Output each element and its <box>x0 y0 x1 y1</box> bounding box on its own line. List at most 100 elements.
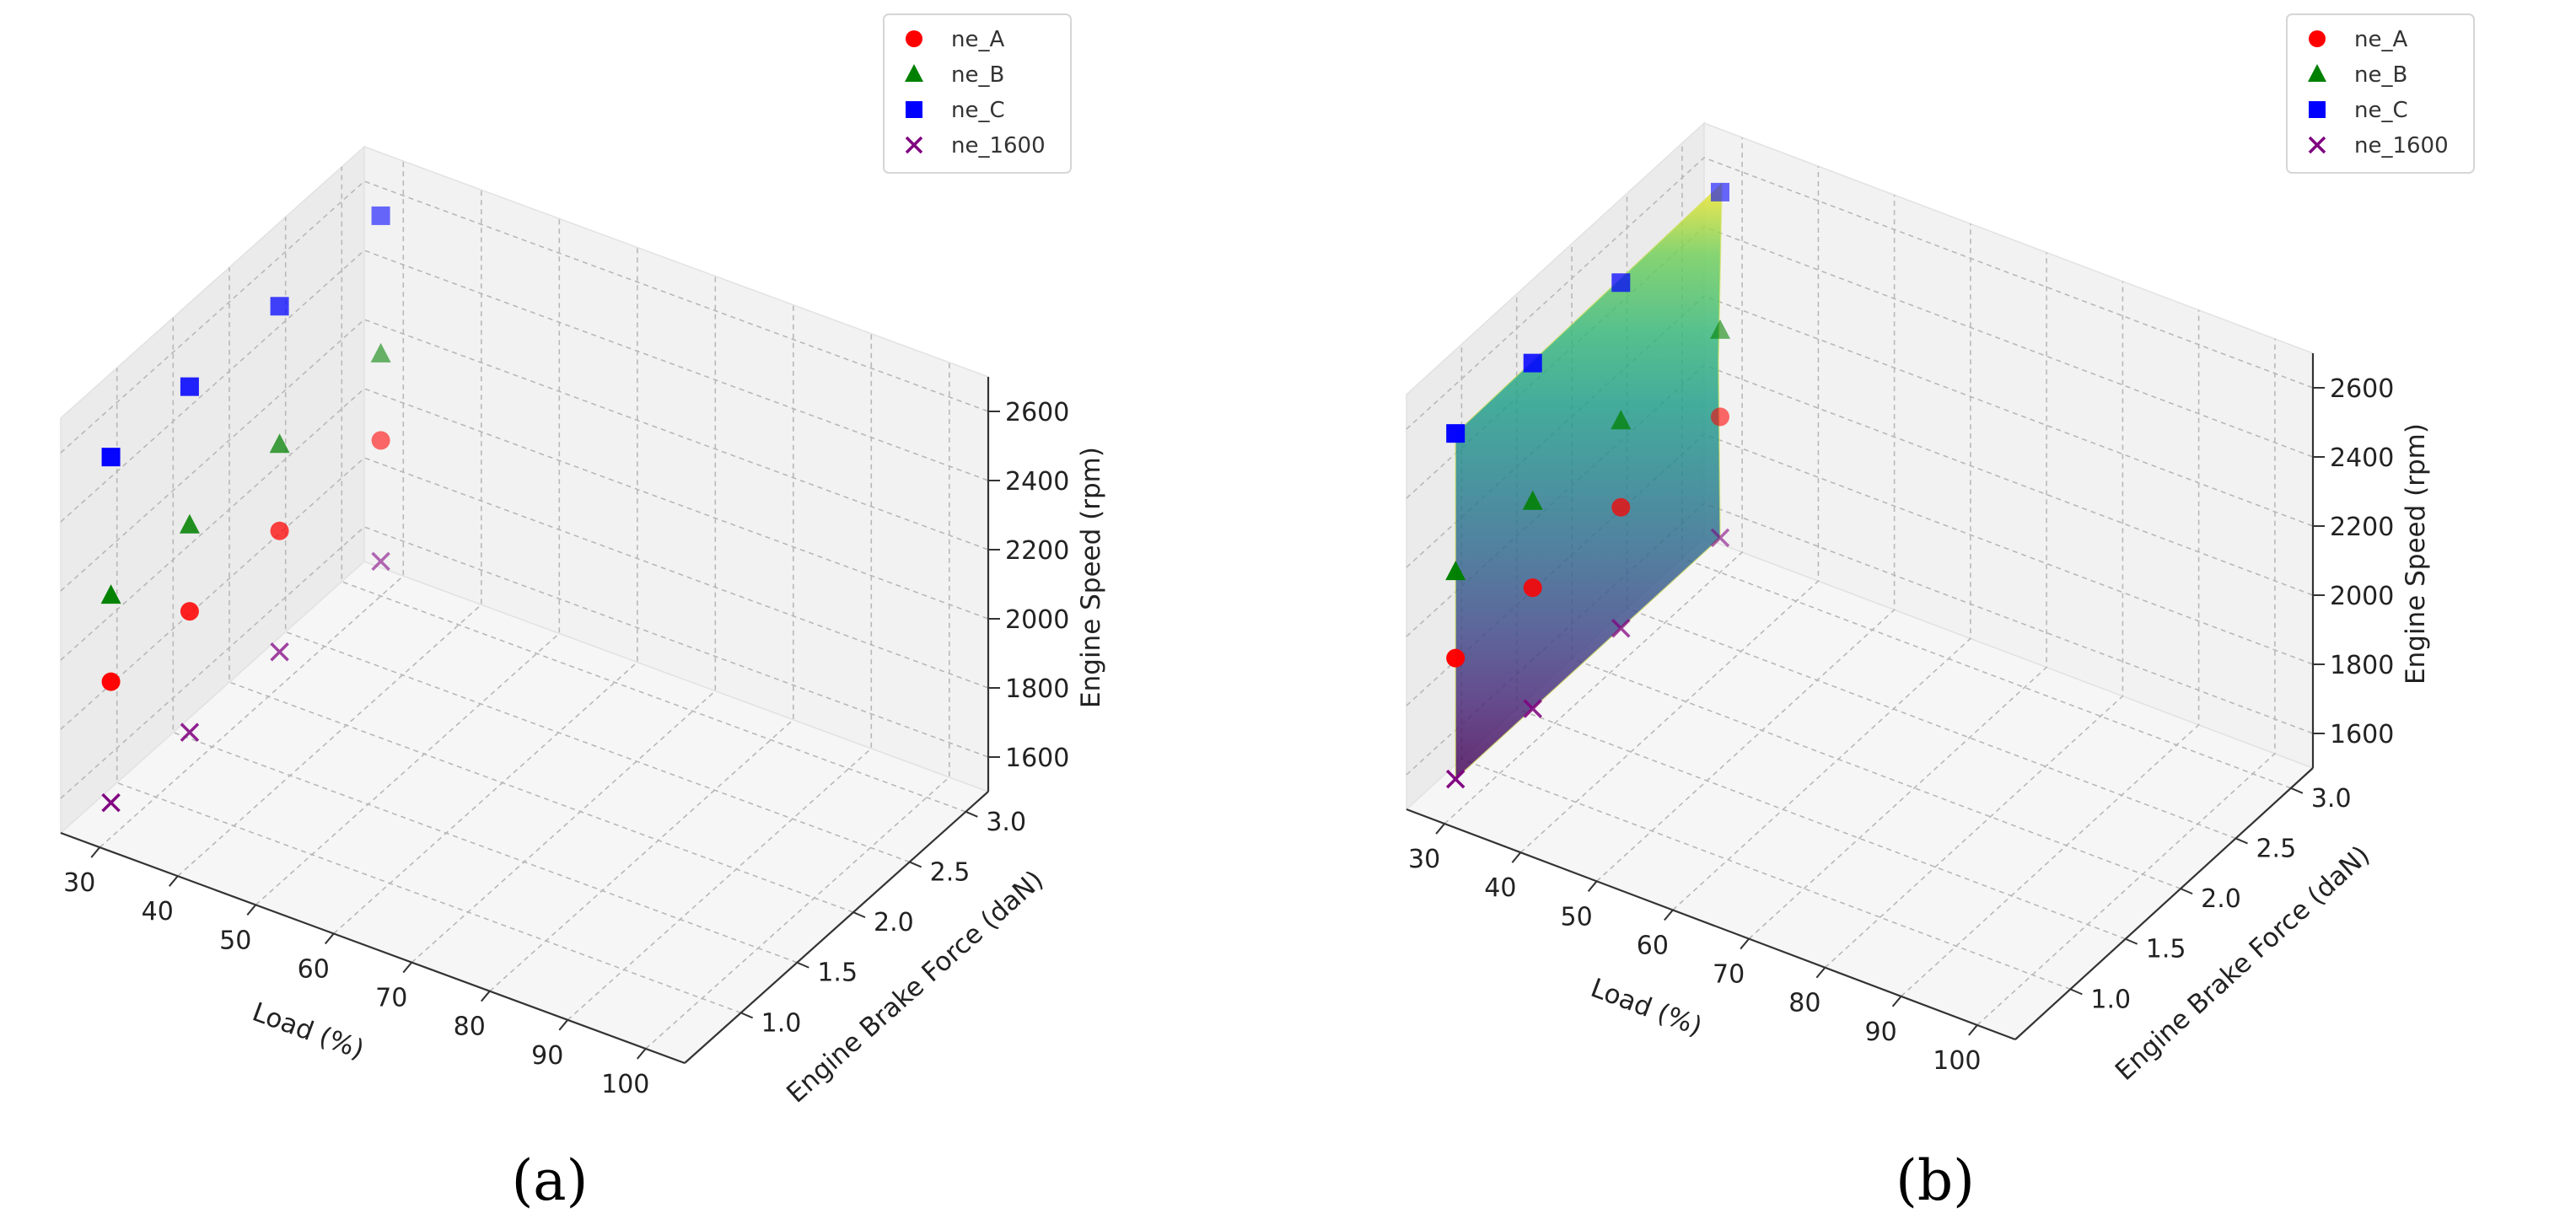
x-tick-label: 90 <box>531 1041 563 1071</box>
x-tick-label: 60 <box>298 954 330 984</box>
ne_A-point <box>1710 407 1729 427</box>
ne_B-point <box>1445 561 1466 581</box>
ne_B-point <box>1522 490 1543 510</box>
z-tick-label: 2600 <box>1005 398 1069 427</box>
x-tick-label: 50 <box>219 926 251 955</box>
y-axis-line <box>684 791 989 1064</box>
x-tick-label: 90 <box>1865 1018 1897 1047</box>
z-tick-label: 2200 <box>1005 536 1069 566</box>
ne_1600-point <box>180 722 200 742</box>
ne_C-point <box>180 377 199 396</box>
x-axis-line <box>60 831 686 1065</box>
ne_1600-point <box>371 551 390 572</box>
x-tick-label: 70 <box>375 984 407 1013</box>
x-tick-label: 40 <box>142 897 174 927</box>
legend-entry: ne_C <box>2354 98 2408 123</box>
z-tick-label: 2400 <box>2330 443 2394 473</box>
legend-marker <box>2309 30 2326 47</box>
ne_B-point <box>370 342 391 363</box>
ne_B-point <box>1710 319 1730 339</box>
ne_A-point <box>270 521 289 540</box>
legend-entry: ne_B <box>2354 62 2407 88</box>
y-tick-label: 3.0 <box>2311 784 2352 814</box>
x-tick-label: 30 <box>63 868 95 898</box>
z-tick-label: 2600 <box>2330 374 2394 404</box>
x-axis-title: Load (%) <box>249 996 368 1065</box>
legend-entry: ne_A <box>951 27 1004 52</box>
ne_A-point <box>101 672 121 691</box>
ne_C-point <box>270 297 289 316</box>
z-tick-label: 1800 <box>1005 674 1069 704</box>
panel-b-label: (b) <box>1896 1148 1975 1213</box>
x-axis-line <box>1406 808 2016 1041</box>
z-tick-label: 1800 <box>2330 651 2394 680</box>
ne_A-point <box>371 431 390 450</box>
y-tick-label: 1.5 <box>2146 935 2186 964</box>
grid-lines <box>60 161 989 1050</box>
legend-entry: ne_1600 <box>951 133 1046 158</box>
ne_1600-point <box>101 792 121 813</box>
legend-entry: ne_A <box>2354 27 2407 52</box>
y-tick-label: 2.5 <box>930 857 971 887</box>
ne_C-point <box>1611 273 1631 293</box>
ne_1600-point <box>1611 619 1631 638</box>
x-tick-label: 60 <box>1637 931 1669 960</box>
legend-entry: ne_1600 <box>2354 133 2449 158</box>
panel-b-plot: 30 40 50 60 70 80 90 100 1.0 1.5 2.0 2.5 3.0 1600 1800… <box>1405 13 2475 1087</box>
x-tick-label: 80 <box>1788 989 1820 1018</box>
panel-a-plot: 30 40 50 60 70 80 90 100 1.0 1.5 2.0 2.5 3.0 1600 1800… <box>59 13 1106 1109</box>
ne_1600-point <box>1445 769 1465 789</box>
z-tick-label: 2200 <box>2330 513 2394 542</box>
z-tick-label: 1600 <box>2330 720 2394 749</box>
x-tick-label: 30 <box>1408 845 1440 874</box>
y-tick-label: 1.5 <box>817 959 858 988</box>
ne_A-point <box>1611 497 1631 517</box>
legend-marker <box>2308 136 2326 154</box>
legend-marker <box>906 101 922 118</box>
y-tick-label: 1.0 <box>761 1008 802 1038</box>
ne_C-point <box>1710 182 1729 201</box>
legend: ne_A ne_B ne_C ne_1600 <box>883 13 1072 174</box>
ne_C-point <box>371 206 390 225</box>
ne_C-point <box>1523 353 1542 373</box>
legend-marker <box>2308 64 2326 82</box>
ne_1600-point <box>270 642 289 662</box>
y-tick-label: 2.0 <box>2201 884 2241 914</box>
fitted-surface <box>1455 182 1723 781</box>
z-axis-title: Engine Speed (rpm) <box>1076 447 1106 708</box>
ne_1600-point <box>1523 699 1542 718</box>
y-tick-label: 2.5 <box>2256 834 2296 863</box>
ne_B-point <box>1611 410 1632 430</box>
z-tick-label: 2400 <box>1005 467 1069 497</box>
z-tick-label: 2000 <box>2330 582 2394 611</box>
x-tick-label: 50 <box>1561 902 1593 932</box>
legend: ne_A ne_B ne_C ne_1600 <box>2286 13 2475 174</box>
y-tick-label: 1.0 <box>2090 985 2131 1014</box>
ne_A-point <box>180 602 199 621</box>
x-tick-label: 40 <box>1484 873 1516 903</box>
ne_B-point <box>179 513 200 534</box>
x-tick-label: 70 <box>1713 960 1745 990</box>
y-axis-line <box>2014 767 2314 1040</box>
data-markers <box>1445 182 1730 789</box>
ne_B-point <box>100 584 121 604</box>
z-tick-label: 2000 <box>1005 605 1069 635</box>
legend-marker <box>906 30 922 47</box>
legend-entry: ne_B <box>951 62 1004 88</box>
x-axis-title: Load (%) <box>1587 973 1707 1042</box>
ne_C-point <box>101 448 121 467</box>
z-tick-label: 1600 <box>1005 744 1069 773</box>
ne_A-point <box>1523 578 1542 598</box>
x-tick-label: 100 <box>601 1070 649 1099</box>
ne_1600-point <box>1710 528 1730 548</box>
y-tick-label: 3.0 <box>986 808 1026 837</box>
legend-entry: ne_C <box>951 98 1005 123</box>
ne_C-point <box>1446 424 1465 443</box>
panel-a-label: (a) <box>512 1148 589 1213</box>
ne_A-point <box>1446 648 1465 668</box>
data-markers <box>100 206 391 813</box>
y-tick-label: 2.0 <box>874 908 914 937</box>
legend-marker <box>2309 101 2326 118</box>
x-tick-label: 80 <box>454 1012 486 1042</box>
